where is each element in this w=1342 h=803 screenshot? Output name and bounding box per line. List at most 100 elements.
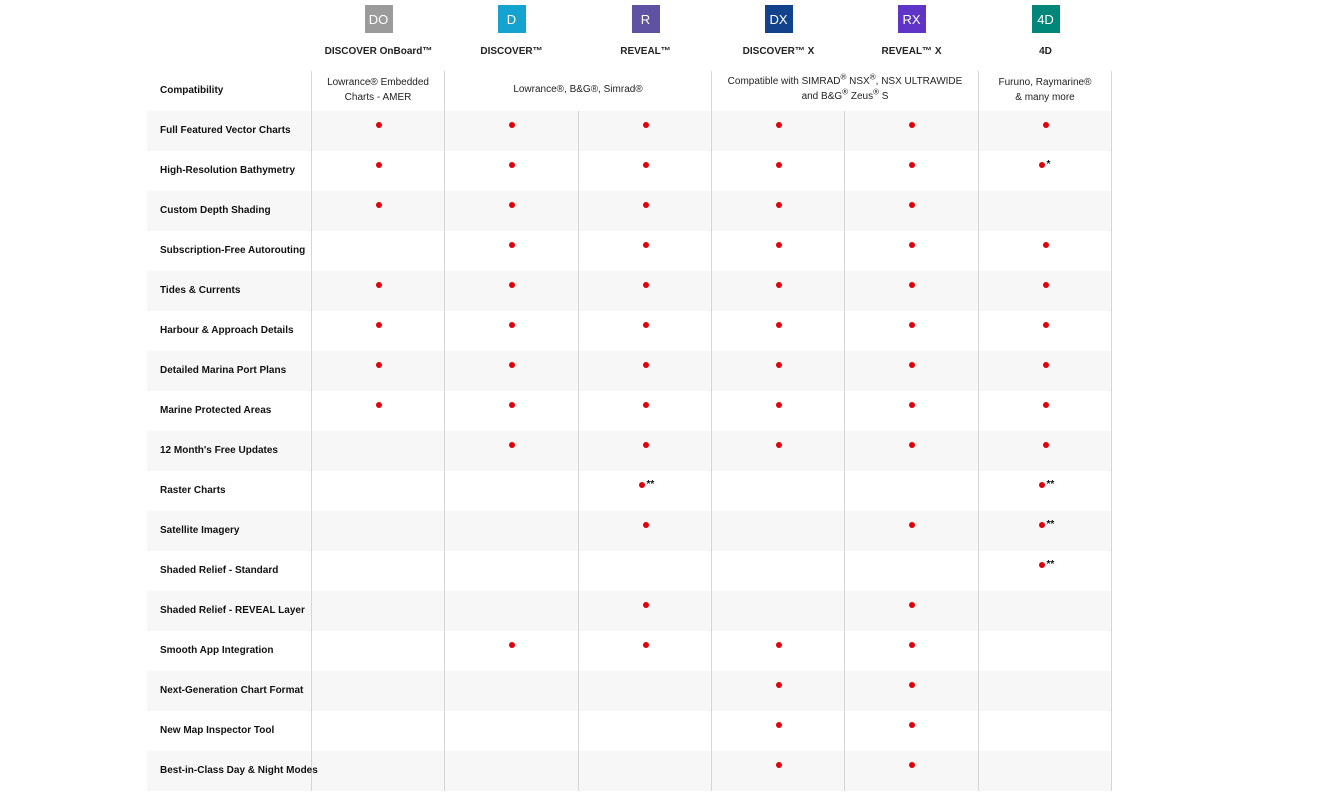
feature-dot (775, 722, 782, 728)
feature-dot (1042, 282, 1049, 288)
feature-dot (908, 642, 915, 648)
feature-dot (642, 442, 649, 448)
feature-dot (642, 362, 649, 368)
feature-dot (775, 762, 782, 768)
footnote-mark: ** (1046, 519, 1055, 530)
column-divider (578, 111, 579, 791)
footnote-mark: * (1046, 159, 1051, 170)
feature-label: Next-Generation Chart Format (160, 685, 304, 696)
column-divider (711, 71, 712, 791)
feature-dot (1038, 522, 1045, 528)
compat-text: Compatible with SIMRAD (727, 76, 841, 87)
feature-dot (775, 402, 782, 408)
feature-dot (508, 362, 515, 368)
feature-dot (908, 122, 915, 128)
product-name: DISCOVER™ (480, 46, 543, 57)
column-divider (444, 71, 445, 791)
compatibility-do: Lowrance® Embedded Charts - AMER (312, 75, 444, 105)
feature-dot (508, 122, 515, 128)
feature-dot (1042, 322, 1049, 328)
feature-dot (642, 242, 649, 248)
feature-dot (775, 362, 782, 368)
table-row (147, 111, 1111, 151)
feature-dot (642, 642, 649, 648)
feature-label: Smooth App Integration (160, 645, 274, 656)
feature-label: High-Resolution Bathymetry (160, 165, 296, 176)
feature-dot (1042, 402, 1049, 408)
feature-dot (775, 682, 782, 688)
feature-label: Subscription-Free Autorouting (160, 245, 306, 256)
feature-dot (775, 162, 782, 168)
feature-dot (375, 322, 382, 328)
feature-dot (375, 402, 382, 408)
product-badge-r: R (631, 5, 660, 33)
feature-dot (642, 282, 649, 288)
feature-dot (775, 282, 782, 288)
table-row (147, 551, 1111, 591)
feature-dot (775, 322, 782, 328)
feature-dot (508, 642, 515, 648)
table-row (147, 271, 1111, 311)
feature-label: Shaded Relief - Standard (160, 565, 279, 576)
feature-dot (375, 202, 382, 208)
feature-dot (1042, 242, 1049, 248)
table-row (147, 391, 1111, 431)
feature-dot (508, 402, 515, 408)
feature-dot (775, 122, 782, 128)
feature-label: Custom Depth Shading (160, 205, 271, 216)
feature-dot (642, 402, 649, 408)
product-name: DISCOVER OnBoard™ (324, 46, 433, 57)
feature-label: 12 Month's Free Updates (160, 445, 278, 456)
product-name: 4D (1039, 46, 1052, 57)
feature-dot (1042, 362, 1049, 368)
feature-dot (508, 442, 515, 448)
feature-label: Marine Protected Areas (160, 405, 272, 416)
registered-mark: ® (873, 87, 879, 97)
table-row (147, 591, 1111, 631)
compat-text: Lowrance® Embedded (327, 77, 429, 88)
feature-label: Full Featured Vector Charts (160, 125, 291, 136)
product-name: DISCOVER™ X (742, 46, 815, 57)
compat-text: S (878, 91, 889, 102)
feature-dot (775, 442, 782, 448)
feature-dot (775, 642, 782, 648)
feature-dot (508, 282, 515, 288)
table-row (147, 751, 1111, 791)
feature-dot (642, 202, 649, 208)
feature-dot (775, 202, 782, 208)
table-row (147, 511, 1111, 551)
feature-dot (642, 602, 649, 608)
compat-text: Furuno, Raymarine® (998, 77, 1092, 88)
feature-dot (908, 322, 915, 328)
feature-dot (1042, 122, 1049, 128)
feature-dot (908, 762, 915, 768)
feature-dot (908, 602, 915, 608)
feature-dot (1038, 482, 1045, 488)
feature-dot (908, 442, 915, 448)
feature-label: Shaded Relief - REVEAL Layer (160, 605, 305, 616)
product-badge-4d: 4D (1031, 5, 1060, 33)
product-badge-d: D (497, 5, 526, 33)
feature-label: Best-in-Class Day & Night Modes (160, 765, 318, 776)
registered-mark: ® (869, 72, 876, 82)
column-divider (844, 111, 845, 791)
compatibility-d-r: Lowrance®, B&G®, Simrad® (513, 84, 643, 95)
feature-label: Raster Charts (160, 485, 226, 496)
product-badge-dx: DX (764, 5, 793, 33)
feature-dot (908, 362, 915, 368)
feature-dot (375, 122, 382, 128)
compat-text: NSX (846, 76, 870, 87)
feature-dot (508, 322, 515, 328)
feature-dot (1038, 162, 1045, 168)
table-row (147, 671, 1111, 711)
compat-text: , NSX ULTRAWIDE (875, 76, 963, 87)
compatibility-4d: Furuno, Raymarine® & many more (979, 75, 1111, 105)
footnote-mark: ** (1046, 479, 1055, 490)
compat-text: & many more (1015, 92, 1075, 103)
feature-dot (638, 482, 645, 488)
product-name: REVEAL™ X (881, 46, 942, 57)
column-divider (311, 71, 312, 791)
feature-dot (508, 242, 515, 248)
feature-dot (908, 682, 915, 688)
feature-label: Harbour & Approach Details (160, 325, 294, 336)
